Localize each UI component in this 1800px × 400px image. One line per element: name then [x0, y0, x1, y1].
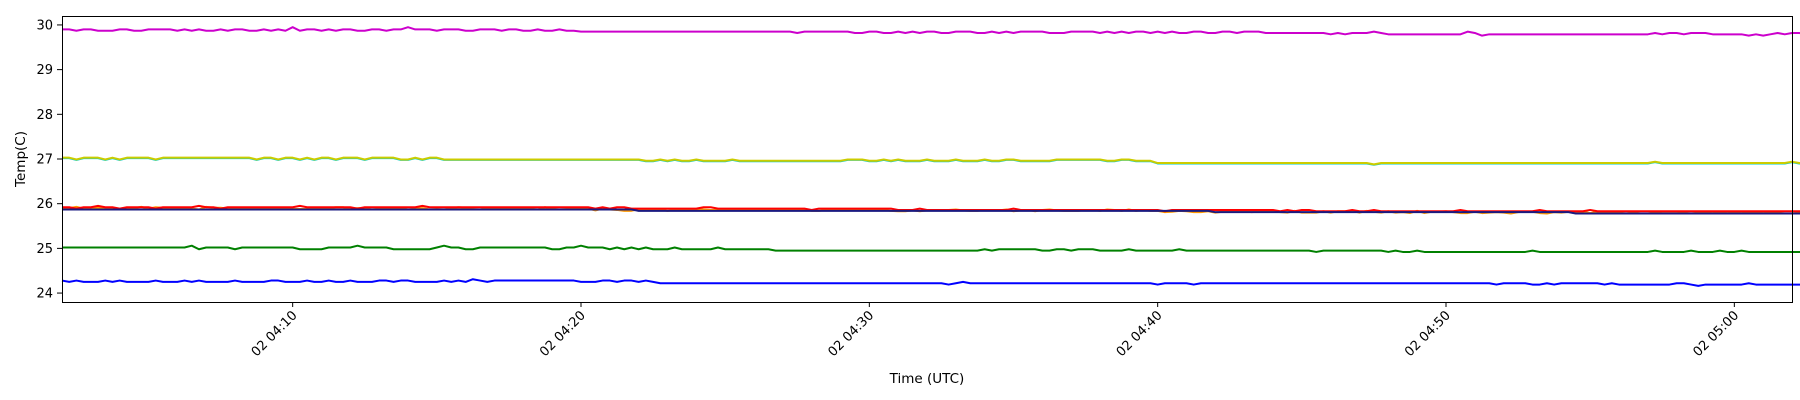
y-axis: 24 25 26 27 28 29 30 — [36, 18, 62, 302]
x-tick-label-2: 02 04:30 — [825, 308, 877, 360]
y-tick-label-5: 29 — [36, 63, 53, 78]
y-tick-label-2: 26 — [36, 197, 53, 212]
series-layer — [61, 26, 1800, 287]
series-line-4 — [62, 204, 1800, 213]
x-tick-label-4: 02 04:50 — [1402, 308, 1454, 360]
x-tick-label-0: 02 04:10 — [249, 308, 301, 360]
plot-frame — [62, 16, 1793, 303]
y-axis-label: Temp(C) — [13, 131, 29, 188]
x-axis: 02 04:10 02 04:20 02 04:30 02 04:40 02 04:50… — [249, 302, 1742, 360]
series-line-2 — [62, 156, 1800, 166]
y-tick-label-4: 28 — [36, 108, 53, 123]
x-tick-label-1: 02 04:20 — [537, 308, 589, 360]
y-tick-label-6: 30 — [36, 18, 53, 33]
series-line-6 — [62, 244, 1800, 253]
series-line-0 — [62, 26, 1800, 37]
x-tick-label-3: 02 04:40 — [1114, 308, 1166, 360]
x-tick-label-5: 02 05:00 — [1690, 308, 1742, 360]
y-tick-label-3: 27 — [36, 153, 53, 168]
series-line-7 — [61, 278, 1800, 287]
series-line-5 — [62, 208, 1800, 215]
y-tick-label-0: 24 — [36, 287, 53, 302]
y-tick-label-1: 25 — [36, 242, 53, 257]
x-axis-label: Time (UTC) — [889, 371, 965, 387]
